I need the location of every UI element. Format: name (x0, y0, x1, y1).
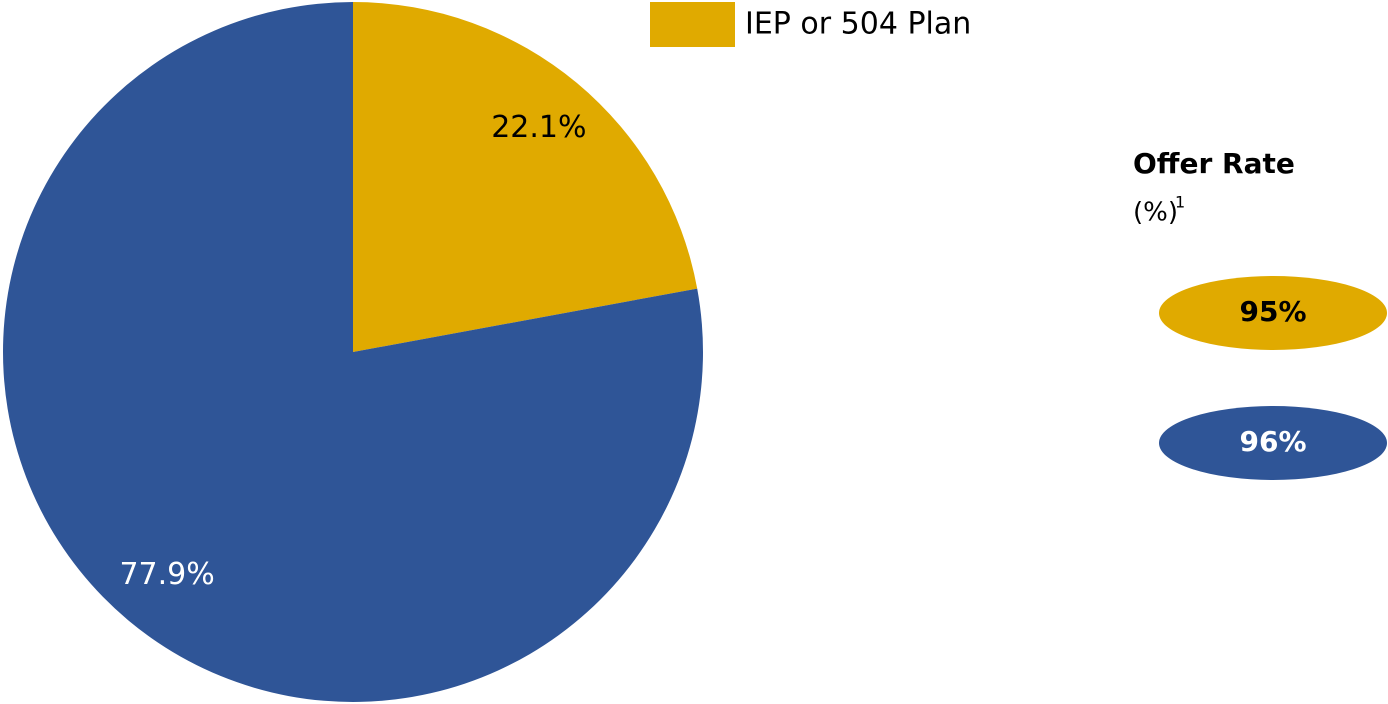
offer-rate-unit: (%) (1133, 198, 1178, 228)
offer-rate-footnote: 1 (1175, 193, 1185, 212)
slice-label: 77.9% (119, 557, 214, 592)
offer-rate-badge (1159, 406, 1387, 480)
slice-label: 22.1% (491, 110, 586, 145)
legend-label: IEP or 504 Plan (745, 7, 971, 42)
pie-slice (2, 2, 703, 703)
pie-slice (353, 2, 698, 352)
offer-rate-badge (1159, 276, 1387, 350)
legend-swatch (650, 2, 735, 47)
offer-rate-label: 95% (1239, 295, 1306, 328)
offer-rate-label: 96% (1239, 425, 1306, 458)
offer-rate-title: Offer Rate (1133, 147, 1295, 180)
